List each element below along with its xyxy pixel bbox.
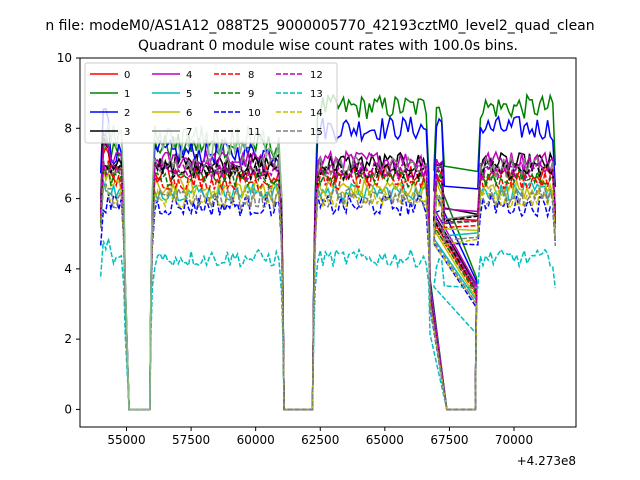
chart-title: Quadrant 0 module wise count rates with … [138,38,518,54]
figure-suptitle: n file: modeM0/AS1A12_088T25_9000005770_… [45,18,594,34]
y-tick-label: 10 [57,51,72,65]
x-tick-label: 55000 [107,433,145,447]
y-tick-label: 4 [64,262,72,276]
series-line-12 [99,159,557,411]
legend-label-5: 5 [186,89,192,100]
y-axis: 0 2 4 6 8 10 [57,51,80,416]
x-tick-label: 67500 [430,433,468,447]
series-line-10 [99,193,557,411]
y-tick-label: 8 [64,121,72,135]
x-axis: 55000 57500 60000 62500 65000 67500 70000 [107,427,533,447]
legend-label-4: 4 [186,70,192,81]
legend-label-0: 0 [124,70,130,81]
series-line-15 [99,182,557,411]
x-tick-label: 62500 [301,433,339,447]
y-tick-label: 0 [64,402,72,416]
legend-label-10: 10 [248,108,261,119]
legend-label-9: 9 [248,89,254,100]
legend-label-11: 11 [248,127,261,138]
legend-label-12: 12 [310,70,323,81]
legend-label-6: 6 [186,108,192,119]
legend-label-13: 13 [310,89,323,100]
legend-label-15: 15 [310,127,323,138]
y-tick-label: 6 [64,192,72,206]
x-tick-label: 70000 [495,433,533,447]
legend-label-1: 1 [124,89,130,100]
legend-label-2: 2 [124,108,130,119]
series-line-8 [99,160,557,411]
x-tick-label: 57500 [172,433,210,447]
x-tick-label: 60000 [237,433,275,447]
x-offset-label: +4.273e8 [517,454,576,468]
series-layer [99,92,557,411]
series-line-13 [99,238,557,411]
legend-label-14: 14 [310,108,323,119]
y-tick-label: 2 [64,332,72,346]
plot-frame [79,57,577,428]
legend-label-8: 8 [248,70,254,81]
x-tick-label: 65000 [366,433,404,447]
legend-label-3: 3 [124,127,130,138]
series-line-14 [99,184,557,411]
legend-label-7: 7 [186,127,192,138]
series-line-11 [99,159,557,411]
legend-box [84,62,338,144]
